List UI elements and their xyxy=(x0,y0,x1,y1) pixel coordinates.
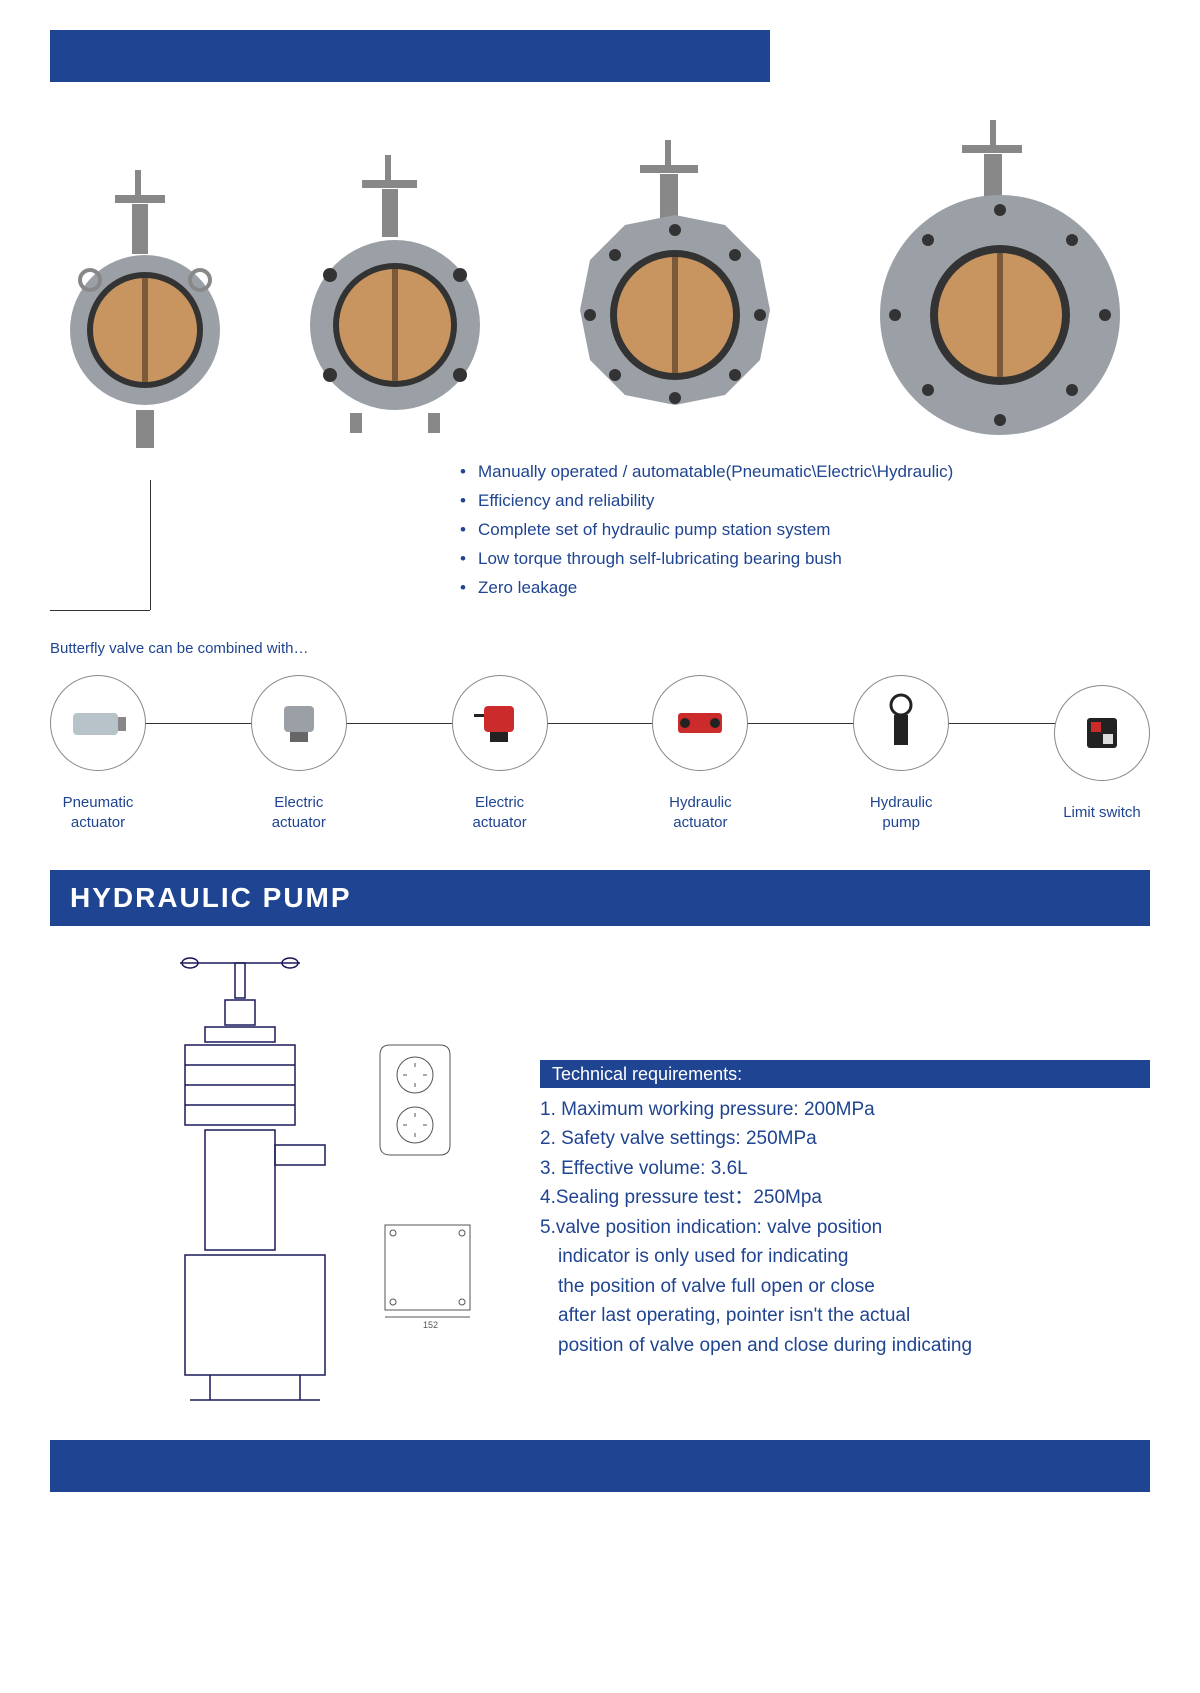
feature-item: Manually operated / automatable(Pneumati… xyxy=(460,458,1140,487)
actuator-label: Electric actuator xyxy=(272,793,326,832)
valve-3 xyxy=(550,140,800,450)
actuator-electric-1: Electric actuator xyxy=(251,675,347,832)
valve-2 xyxy=(290,155,500,450)
svg-text:152: 152 xyxy=(423,1320,438,1330)
hydraulic-pump: Hydraulic pump xyxy=(853,675,949,832)
tech-item: position of valve open and close during … xyxy=(540,1331,1150,1360)
tech-item: 4.Sealing pressure test：250Mpa xyxy=(540,1183,1150,1212)
tech-item: 3. Effective volume: 3.6L xyxy=(540,1154,1150,1183)
tech-requirements-header: Technical requirements: xyxy=(540,1060,1150,1088)
actuator-label: Electric actuator xyxy=(472,793,526,832)
pump-diagram: 152 xyxy=(150,945,530,1415)
actuator-label: Limit switch xyxy=(1063,803,1141,823)
connector-lines xyxy=(150,480,160,650)
feature-item: Low torque through self-lubricating bear… xyxy=(460,545,1140,574)
tech-item: 2. Safety valve settings: 250MPa xyxy=(540,1124,1150,1153)
valve-row xyxy=(50,120,1150,450)
actuator-hydraulic: Hydraulic actuator xyxy=(652,675,748,832)
valve-1 xyxy=(50,170,240,450)
feature-list: Manually operated / automatable(Pneumati… xyxy=(460,458,1140,602)
section-header: HYDRAULIC PUMP xyxy=(50,870,1150,926)
actuator-row: Pneumatic actuator Electric actuator Ele… xyxy=(50,675,1150,832)
feature-item: Zero leakage xyxy=(460,574,1140,603)
top-bar xyxy=(50,30,770,82)
actuator-pneumatic: Pneumatic actuator xyxy=(50,675,146,832)
feature-item: Efficiency and reliability xyxy=(460,487,1140,516)
tech-requirements-list: 1. Maximum working pressure: 200MPa 2. S… xyxy=(540,1095,1150,1360)
actuator-electric-2: Electric actuator xyxy=(452,675,548,832)
limit-switch: Limit switch xyxy=(1054,685,1150,823)
tech-item: indicator is only used for indicating xyxy=(540,1242,1150,1271)
actuator-label: Hydraulic pump xyxy=(870,793,933,832)
feature-item: Complete set of hydraulic pump station s… xyxy=(460,516,1140,545)
actuator-label: Hydraulic actuator xyxy=(669,793,732,832)
tech-item: 1. Maximum working pressure: 200MPa xyxy=(540,1095,1150,1124)
tech-item: after last operating, pointer isn't the … xyxy=(540,1301,1150,1330)
bottom-bar xyxy=(50,1440,1150,1492)
tech-item: the position of valve full open or close xyxy=(540,1272,1150,1301)
valve-4 xyxy=(850,120,1150,450)
actuator-label: Pneumatic actuator xyxy=(63,793,134,832)
combined-text: Butterfly valve can be combined with… xyxy=(50,640,308,657)
tech-item: 5.valve position indication: valve posit… xyxy=(540,1213,1150,1242)
